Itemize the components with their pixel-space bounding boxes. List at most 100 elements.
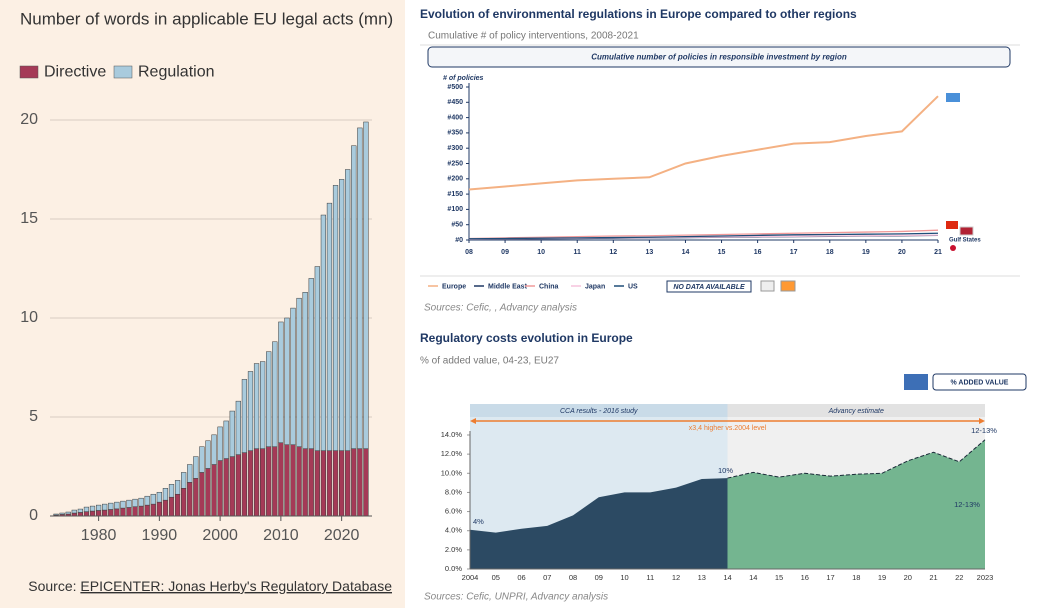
bar xyxy=(253,363,260,449)
x-tick-label: 05 xyxy=(492,573,500,582)
bar xyxy=(229,456,235,517)
x-tick-label: 19 xyxy=(878,573,886,582)
band-label: CCA results - 2016 study xyxy=(560,408,638,415)
flag xyxy=(904,374,928,390)
flag xyxy=(760,280,775,292)
y-tick-label: 0 xyxy=(29,507,38,524)
x-tick-label: 20 xyxy=(904,573,912,582)
bar xyxy=(77,512,83,517)
x-tick-label: 1990 xyxy=(142,527,178,544)
bar xyxy=(266,446,272,517)
bar xyxy=(71,509,77,514)
y-tick-label: 15 xyxy=(20,210,38,227)
bar xyxy=(290,307,296,445)
bar xyxy=(205,440,211,469)
bar xyxy=(199,472,205,517)
bar xyxy=(284,317,290,445)
x-tick-label: 2004 xyxy=(462,573,479,582)
bar xyxy=(229,410,235,457)
source: Sources: Cefic, UNPRI, Advancy analysis xyxy=(424,592,608,603)
y-tick-label: #300 xyxy=(447,145,463,152)
bar xyxy=(102,509,108,517)
legend-label: China xyxy=(539,283,559,290)
x-tick-label: 2000 xyxy=(202,527,238,544)
chart-title: Evolution of environmental regulations i… xyxy=(420,7,857,21)
x-tick-label: 14 xyxy=(749,573,757,582)
line xyxy=(468,232,939,240)
y-tick-label: 12.0% xyxy=(441,449,463,458)
bar xyxy=(168,496,175,517)
x-tick-label: 21 xyxy=(929,573,937,582)
bar xyxy=(138,497,144,507)
chart-title: Number of words in applicable EU legal a… xyxy=(20,9,393,28)
bar xyxy=(144,495,150,506)
bar xyxy=(345,450,351,517)
y-tick-label: 14.0% xyxy=(441,430,463,439)
area-outline xyxy=(727,439,986,479)
x-tick-label: 15 xyxy=(718,249,726,256)
bar xyxy=(150,493,156,505)
bar xyxy=(162,499,169,517)
x-tick-label: 22 xyxy=(955,573,963,582)
bar xyxy=(253,448,260,517)
bar xyxy=(174,480,181,495)
x-tick-label: 15 xyxy=(775,573,783,582)
y-tick-label: #100 xyxy=(447,206,463,213)
flag xyxy=(946,221,958,229)
bar xyxy=(308,448,314,517)
bar xyxy=(339,179,345,451)
y-tick-label: 5 xyxy=(29,408,38,425)
bar xyxy=(260,448,266,517)
bar xyxy=(278,321,284,443)
x-tick-label: 12 xyxy=(672,573,680,582)
legend-box xyxy=(932,373,1027,391)
y-tick-label: 8.0% xyxy=(445,487,462,496)
source-link[interactable]: EPICENTER: Jonas Herby's Regulatory Data… xyxy=(80,578,392,594)
left-panel xyxy=(0,0,405,608)
bar xyxy=(266,351,272,447)
no-data-box xyxy=(666,280,752,293)
bar xyxy=(108,502,114,510)
x-tick-label: 13 xyxy=(645,249,653,256)
y-tick-label: #200 xyxy=(447,176,463,183)
bar xyxy=(260,361,266,449)
bar xyxy=(363,448,369,517)
legend-box-label: % ADDED VALUE xyxy=(951,379,1009,386)
legend-swatch xyxy=(19,65,39,79)
bar xyxy=(211,434,217,465)
y-tick-label: 10.0% xyxy=(441,468,463,477)
flag xyxy=(946,93,960,102)
bar xyxy=(120,500,126,509)
bar xyxy=(326,450,333,517)
bar xyxy=(241,379,248,453)
bar xyxy=(247,371,254,451)
bar xyxy=(302,292,308,449)
chart-subtitle: % of added value, 04-23, EU27 xyxy=(420,356,559,367)
bar xyxy=(132,498,138,507)
source: Source: EPICENTER: Jonas Herby's Regulat… xyxy=(28,578,392,594)
bar xyxy=(193,478,199,517)
x-tick-label: 08 xyxy=(465,249,473,256)
x-tick-label: 17 xyxy=(790,249,798,256)
bar xyxy=(351,448,357,517)
legend-label: US xyxy=(628,283,638,290)
legend-label: Directive xyxy=(44,64,106,81)
bar xyxy=(181,488,187,517)
bar xyxy=(83,506,90,512)
bar xyxy=(59,512,65,515)
legend-swatch xyxy=(113,65,133,79)
bar xyxy=(320,214,327,451)
bar xyxy=(332,450,339,517)
x-tick-label: 21 xyxy=(934,249,942,256)
x-tick-label: 20 xyxy=(898,249,906,256)
annotation: 12-13% xyxy=(954,500,980,509)
bar xyxy=(320,450,327,517)
x-tick-label: 07 xyxy=(543,573,551,582)
bar xyxy=(345,169,351,451)
y-tick-label: #350 xyxy=(447,130,463,137)
bar xyxy=(235,400,241,455)
bar xyxy=(223,458,229,517)
x-tick-label: 18 xyxy=(826,249,834,256)
bar xyxy=(326,202,333,451)
bar xyxy=(241,452,248,517)
